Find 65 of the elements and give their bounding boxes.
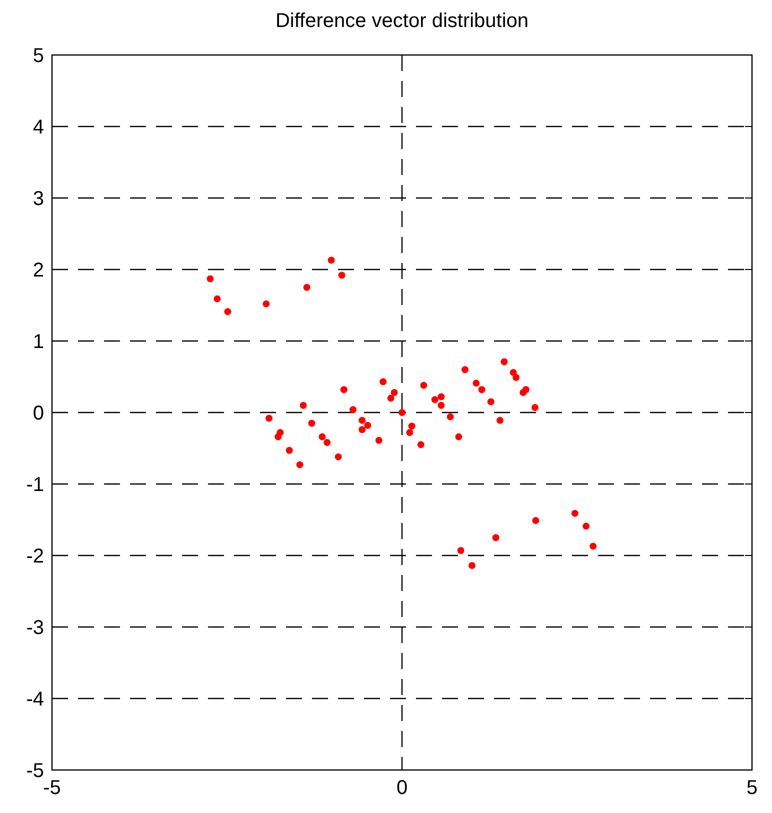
y-tick-label: 0 xyxy=(32,402,44,424)
point xyxy=(286,446,293,454)
point xyxy=(571,510,578,517)
point xyxy=(274,433,282,440)
point xyxy=(408,422,416,430)
point xyxy=(262,300,270,308)
point xyxy=(520,388,527,396)
y-tick-label: 1 xyxy=(32,331,44,353)
point xyxy=(303,284,310,291)
point xyxy=(296,461,304,468)
point xyxy=(308,420,316,427)
y-tick-label: -4 xyxy=(26,688,44,710)
point xyxy=(462,366,468,374)
point xyxy=(214,295,221,302)
point xyxy=(390,388,398,396)
point xyxy=(532,516,540,524)
y-tick-label: -1 xyxy=(26,474,44,496)
point xyxy=(328,256,335,264)
point xyxy=(500,358,508,366)
point xyxy=(582,522,590,530)
point xyxy=(334,453,342,460)
point xyxy=(512,374,520,381)
point xyxy=(318,433,326,440)
point xyxy=(380,378,387,386)
y-tick-label: 4 xyxy=(32,116,44,138)
point xyxy=(350,406,356,414)
y-tick-label: 5 xyxy=(32,45,44,67)
point xyxy=(406,429,414,436)
point xyxy=(496,416,504,424)
point xyxy=(358,416,366,424)
point xyxy=(206,275,214,282)
x-tick-label: 5 xyxy=(746,777,758,799)
point xyxy=(338,272,346,279)
point xyxy=(478,386,486,394)
point xyxy=(224,308,232,316)
point xyxy=(438,402,445,409)
x-tick-label: 0 xyxy=(396,777,408,799)
point xyxy=(455,433,462,440)
point xyxy=(532,404,538,411)
y-tick-label: -5 xyxy=(26,760,44,782)
point xyxy=(446,413,454,420)
y-tick-label: 3 xyxy=(32,188,44,210)
y-tick-label: -2 xyxy=(26,546,44,568)
point xyxy=(324,439,331,446)
point xyxy=(472,380,480,387)
point xyxy=(340,386,348,394)
point xyxy=(398,409,406,416)
y-tick-label: -3 xyxy=(26,617,44,639)
point xyxy=(438,393,445,400)
point xyxy=(417,441,424,448)
point xyxy=(590,542,597,550)
point xyxy=(358,426,366,434)
point xyxy=(375,436,382,444)
point xyxy=(457,546,464,554)
point xyxy=(387,394,394,402)
chart-title: Difference vector distribution xyxy=(275,10,529,32)
point xyxy=(431,396,438,404)
y-tick-label: 2 xyxy=(32,260,44,282)
point xyxy=(300,402,307,409)
point xyxy=(364,422,372,429)
point xyxy=(487,398,494,406)
point xyxy=(468,562,476,570)
point xyxy=(266,414,272,422)
point xyxy=(492,534,500,542)
point xyxy=(420,382,428,389)
